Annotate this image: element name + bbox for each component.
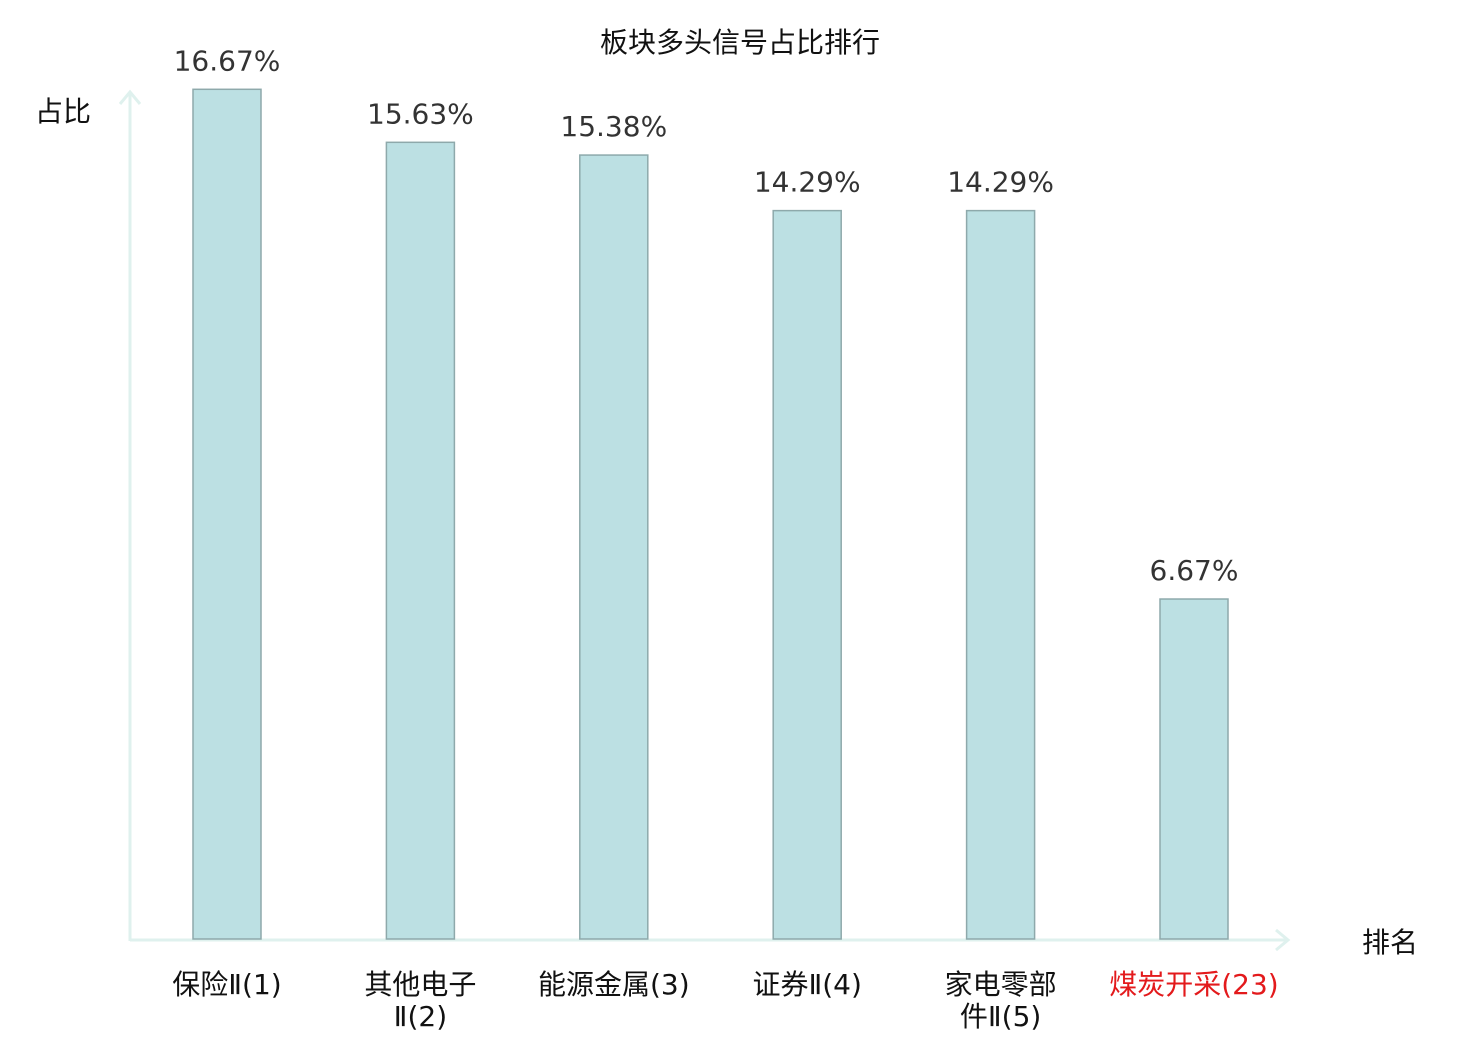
bars <box>192 88 1229 940</box>
bar-value-label: 6.67% <box>1150 554 1239 587</box>
bar <box>579 154 649 940</box>
bar-value-label: 16.67% <box>174 44 281 77</box>
category-tick-label: 其他电子 <box>364 968 476 1001</box>
bar-value-label: 14.29% <box>947 166 1054 199</box>
bar <box>385 141 456 940</box>
category-tick-label: 件Ⅱ(5) <box>960 1000 1041 1033</box>
category-tick-label: 能源金属(3) <box>538 968 690 1001</box>
bar-value-label: 15.38% <box>560 110 667 143</box>
value-labels: 16.67% 15.63% 15.38% 14.29% 14.29% 6.67% <box>174 44 1239 587</box>
category-tick-label: 煤炭开采(23) <box>1109 968 1278 1001</box>
y-axis-arrow-icon <box>118 89 142 105</box>
y-axis-label: 占比 <box>35 95 91 128</box>
bar <box>192 88 262 940</box>
x-axis-arrow-icon <box>1275 928 1291 952</box>
category-tick-label: Ⅱ(2) <box>394 1000 447 1033</box>
x-axis-label: 排名 <box>1362 926 1418 959</box>
category-tick-label: 证券Ⅱ(4) <box>752 968 861 1001</box>
category-tick-label: 保险Ⅱ(1) <box>172 968 281 1001</box>
bar-value-label: 15.63% <box>367 97 474 130</box>
chart-title: 板块多头信号占比排行 <box>600 26 880 59</box>
bar <box>965 209 1036 940</box>
bar-value-label: 14.29% <box>754 166 861 199</box>
x-axis <box>130 928 1291 952</box>
bar <box>1159 598 1229 940</box>
bar <box>772 209 842 940</box>
y-axis <box>118 89 142 941</box>
category-tick-label: 家电零部 <box>945 968 1057 1001</box>
